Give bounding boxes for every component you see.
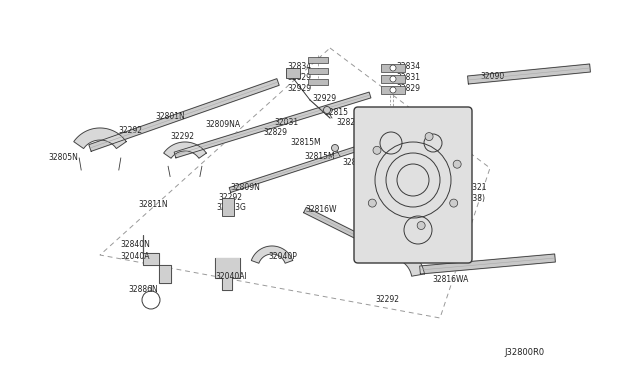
Text: 32040AI: 32040AI <box>215 272 247 281</box>
Text: J32800R0: J32800R0 <box>504 348 544 357</box>
Polygon shape <box>164 142 206 158</box>
Text: 32840N: 32840N <box>120 240 150 249</box>
Circle shape <box>417 221 425 230</box>
Bar <box>381 75 405 83</box>
Polygon shape <box>89 79 279 151</box>
Circle shape <box>332 144 339 151</box>
Bar <box>308 68 328 74</box>
Text: 32815: 32815 <box>324 108 348 117</box>
Text: 32829: 32829 <box>287 73 311 82</box>
Polygon shape <box>215 258 240 290</box>
Text: 32040A: 32040A <box>120 252 150 261</box>
Circle shape <box>390 76 396 82</box>
Polygon shape <box>229 136 391 192</box>
Text: 32829: 32829 <box>396 84 420 93</box>
Polygon shape <box>384 245 424 276</box>
Text: 32829: 32829 <box>342 158 366 167</box>
Text: 32805N: 32805N <box>48 153 78 162</box>
Text: 32292: 32292 <box>170 132 194 141</box>
Circle shape <box>453 160 461 168</box>
Circle shape <box>425 132 433 141</box>
Circle shape <box>390 87 396 93</box>
Text: 32292: 32292 <box>218 193 242 202</box>
Text: 32929: 32929 <box>312 94 336 103</box>
Text: 32886N: 32886N <box>128 285 157 294</box>
Circle shape <box>373 146 381 154</box>
Circle shape <box>390 65 396 71</box>
Polygon shape <box>143 235 171 283</box>
Polygon shape <box>174 92 371 158</box>
Polygon shape <box>74 128 126 148</box>
Polygon shape <box>420 254 556 274</box>
Text: 32809NA: 32809NA <box>205 120 240 129</box>
Circle shape <box>323 106 330 113</box>
Text: 32292: 32292 <box>375 295 399 304</box>
Text: 32947H: 32947H <box>368 243 398 252</box>
Polygon shape <box>303 207 366 243</box>
Text: 32834: 32834 <box>396 62 420 71</box>
Text: 32809N: 32809N <box>230 183 260 192</box>
Text: 32090: 32090 <box>480 72 504 81</box>
Bar <box>381 64 405 72</box>
Circle shape <box>450 199 458 207</box>
Text: 32801N: 32801N <box>155 112 185 121</box>
Text: 32031: 32031 <box>274 118 298 127</box>
Polygon shape <box>252 246 292 263</box>
Polygon shape <box>468 64 590 84</box>
Text: 32815M: 32815M <box>290 138 321 147</box>
Text: 32816WA: 32816WA <box>432 275 468 284</box>
Text: 32834: 32834 <box>287 62 311 71</box>
Bar <box>308 57 328 63</box>
Text: 32815M: 32815M <box>304 152 335 161</box>
Text: 32831: 32831 <box>396 73 420 82</box>
Text: 32929: 32929 <box>287 84 311 93</box>
Bar <box>308 79 328 85</box>
Text: (32138): (32138) <box>455 194 485 203</box>
Text: 32813G: 32813G <box>216 203 246 212</box>
Text: 32811N: 32811N <box>138 200 168 209</box>
FancyBboxPatch shape <box>354 107 472 263</box>
Text: 32816W: 32816W <box>305 205 337 214</box>
Text: SEC.321: SEC.321 <box>455 183 486 192</box>
Bar <box>286 68 300 78</box>
Text: 32292: 32292 <box>118 126 142 135</box>
Text: 32040P: 32040P <box>268 252 297 261</box>
Bar <box>222 198 234 216</box>
Bar <box>381 86 405 94</box>
Text: 32829: 32829 <box>263 128 287 137</box>
Text: 32829: 32829 <box>336 118 360 127</box>
Circle shape <box>368 199 376 207</box>
